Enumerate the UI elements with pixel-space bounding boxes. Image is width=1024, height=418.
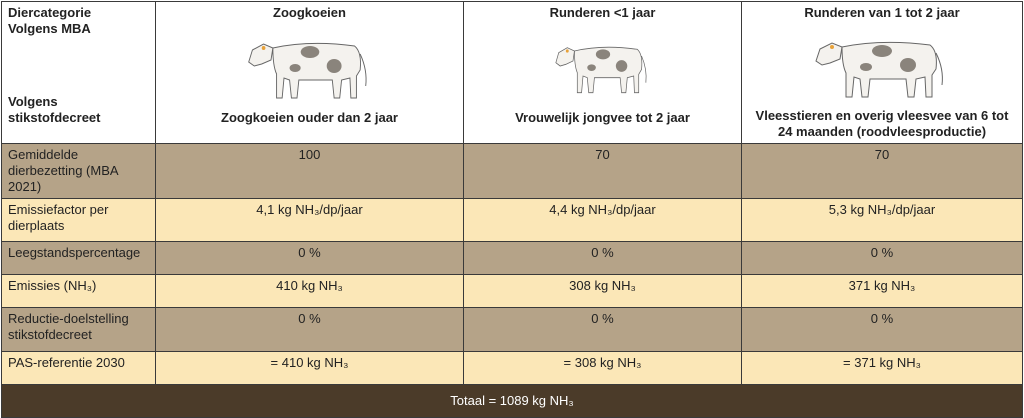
table-cell: 0 % <box>155 241 464 275</box>
cow-image <box>247 42 367 98</box>
header-label: Volgens MBA <box>8 21 91 36</box>
header-row: Diercategorie Volgens MBA Volgens stikstof… <box>1 1 1023 144</box>
column-title: Runderen van 1 tot 2 jaar <box>804 5 960 20</box>
table-row: Reductie-doelstelling stikstofdecreet 0 %… <box>1 307 1023 352</box>
table-cell: 70 <box>463 143 742 199</box>
row-label: Reductie-doelstelling stikstofdecreet <box>1 307 156 352</box>
row-label: PAS-referentie 2030 <box>1 351 156 385</box>
table-body: Gemiddelde dierbezetting (MBA 2021) 100 70… <box>1 143 1023 385</box>
column-subtitle: Vrouwelijk jongvee tot 2 jaar <box>515 110 690 125</box>
table-row: Leegstandspercentage 0 % 0 % 0 % <box>1 241 1023 275</box>
table-cell: = 371 kg NH₃ <box>741 351 1023 385</box>
table-cell: 100 <box>155 143 464 199</box>
table-cell: 5,3 kg NH₃/dp/jaar <box>741 198 1023 242</box>
total-row: Totaal = 1089 kg NH₃ <box>1 384 1023 418</box>
header-cell: Runderen van 1 tot 2 jaar Vleesstieren en… <box>741 1 1023 144</box>
row-label: Emissiefactor per dierplaats <box>1 198 156 242</box>
table-cell: 371 kg NH₃ <box>741 274 1023 308</box>
header-label: Diercategorie <box>8 5 92 20</box>
table-cell: 0 % <box>463 307 742 352</box>
table-row: Emissies (NH₃) 410 kg NH₃ 308 kg NH₃ 371 kg… <box>1 274 1023 308</box>
table-row: Emissiefactor per dierplaats 4,1 kg NH₃/d… <box>1 198 1023 242</box>
table-cell: 410 kg NH₃ <box>155 274 464 308</box>
row-label: Gemiddelde dierbezetting (MBA 2021) <box>1 143 156 199</box>
column-title: Runderen <1 jaar <box>549 5 656 20</box>
header-cell: Zoogkoeien Zoogkoeien ouder dan 2 jaar <box>155 1 464 144</box>
row-label: Leegstandspercentage <box>1 241 156 275</box>
header-label: Volgens stikstofdecreet <box>8 94 101 125</box>
table-row: Gemiddelde dierbezetting (MBA 2021) 100 70… <box>1 143 1023 199</box>
total-cell: Totaal = 1089 kg NH₃ <box>1 384 1023 418</box>
table-cell: 70 <box>741 143 1023 199</box>
table-cell: 0 % <box>741 307 1023 352</box>
header-cell: Runderen <1 jaar Vrouwelijk jongvee tot 2… <box>463 1 742 144</box>
row-label: Emissies (NH₃) <box>1 274 156 308</box>
table-cell: 4,4 kg NH₃/dp/jaar <box>463 198 742 242</box>
table-row: PAS-referentie 2030 = 410 kg NH₃ = 308 kg … <box>1 351 1023 385</box>
table-cell: 0 % <box>463 241 742 275</box>
table-cell: 308 kg NH₃ <box>463 274 742 308</box>
header-cell: Diercategorie Volgens MBA Volgens stikstof… <box>1 1 156 144</box>
table-cell: 0 % <box>741 241 1023 275</box>
table-cell: = 308 kg NH₃ <box>463 351 742 385</box>
column-subtitle: Vleesstieren en overig vleesvee van 6 to… <box>755 108 1009 139</box>
cow-image <box>554 46 646 93</box>
column-title: Zoogkoeien <box>273 5 346 20</box>
cow-image <box>815 41 943 97</box>
column-subtitle: Zoogkoeien ouder dan 2 jaar <box>221 110 398 125</box>
table-cell: 4,1 kg NH₃/dp/jaar <box>155 198 464 242</box>
table-cell: = 410 kg NH₃ <box>155 351 464 385</box>
table-cell: 0 % <box>155 307 464 352</box>
